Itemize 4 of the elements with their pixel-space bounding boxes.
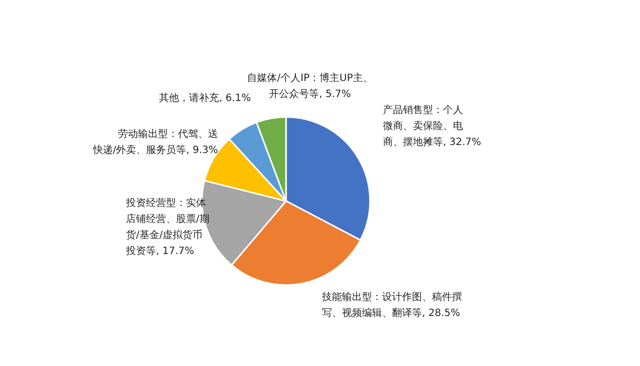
slice-label: 投资经营型：实体店铺经营、股票/期货/基金/虚拟货币投资等, 17.7% — [125, 197, 210, 257]
slice-label: 技能输出型：设计作图、稿件撰写、视频编辑、翻译等, 28.5% — [321, 291, 462, 319]
slice-label: 产品销售型：个人微商、卖保险、电商、摆地摊等, 32.7% — [383, 104, 482, 148]
slice-label: 劳动输出型：代驾、送快递/外卖、服务员等, 9.3% — [92, 128, 218, 156]
